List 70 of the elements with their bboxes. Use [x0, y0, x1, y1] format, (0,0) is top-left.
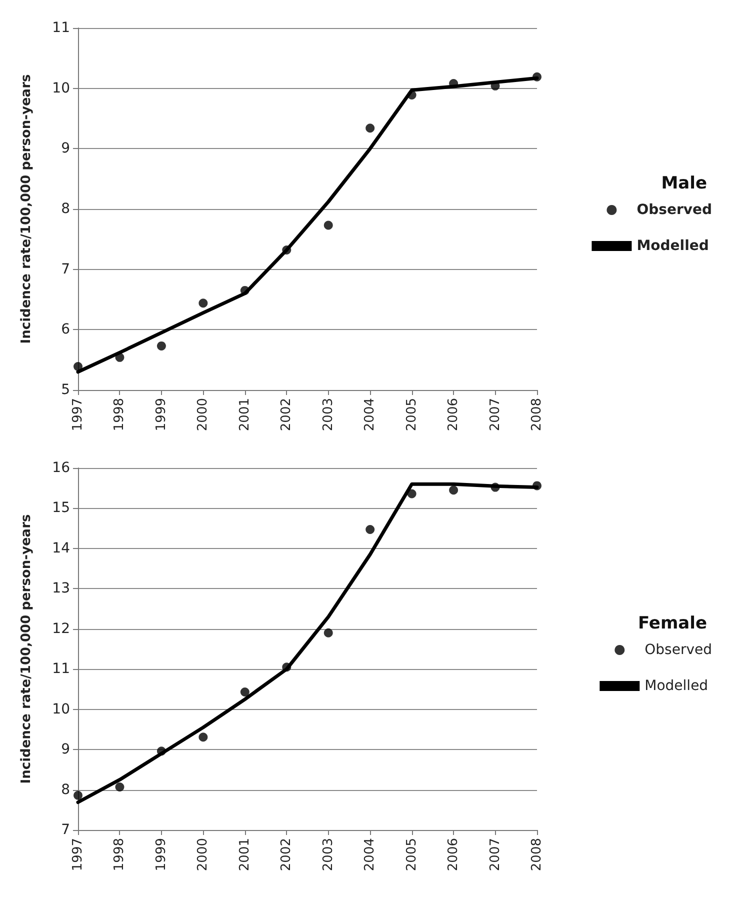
point	[74, 362, 82, 371]
x-tick-label: 2008	[530, 838, 544, 872]
x-tick-label: 2005	[404, 838, 420, 872]
x-tick-label: 1998	[112, 398, 128, 432]
y-tick-label: 9	[61, 742, 70, 758]
x-tick-label: 1999	[154, 398, 169, 432]
x-tick-label: 2003	[320, 838, 336, 872]
y-tick-label: 16	[52, 460, 70, 476]
x-tick-label: 2000	[196, 398, 211, 432]
x-tick-label: 2002	[279, 838, 294, 872]
y-tick-label: 8	[61, 201, 70, 217]
point	[156, 746, 166, 756]
x-tick-label: 2001	[237, 838, 252, 872]
x-tick-label: 2001	[237, 398, 252, 432]
x-tick-label: 2007	[488, 398, 503, 432]
legend-label: Observed	[644, 642, 712, 658]
y-tick-label: 8	[61, 782, 70, 798]
legend-label: Observed	[636, 202, 712, 218]
x-tick-label: 1997	[70, 398, 86, 432]
y-tick-label: 7	[61, 822, 70, 838]
legend-label: Modelled	[644, 678, 708, 694]
y-tick-label: 11	[52, 20, 70, 36]
point	[282, 246, 292, 255]
x-tick-label: 2003	[320, 398, 336, 432]
x-tick-label: 2007	[488, 838, 503, 872]
point	[198, 732, 208, 742]
point	[490, 482, 500, 492]
point	[407, 489, 416, 498]
point	[324, 220, 333, 230]
x-tick-label: 2005	[404, 398, 420, 432]
x-tick-label: 2006	[446, 398, 462, 432]
point	[115, 782, 124, 792]
point	[532, 481, 542, 490]
point	[240, 286, 250, 295]
y-axis-title: Incidence rate/100,000 person-years	[19, 74, 34, 344]
point	[115, 352, 124, 362]
y-tick-label: 5	[61, 382, 70, 398]
point	[198, 298, 208, 308]
y-tick-label: 15	[52, 500, 70, 516]
x-tick-label: 2008	[530, 398, 544, 432]
y-tick-label: 10	[52, 80, 70, 96]
y-axis-title: Incidence rate/100,000 person-years	[19, 514, 34, 784]
y-tick-label: 6	[61, 322, 70, 338]
point	[74, 790, 82, 800]
x-tick-label: 1998	[112, 838, 128, 872]
legend-title: Female	[638, 614, 708, 634]
point	[449, 486, 458, 495]
x-tick-label: 1999	[154, 838, 169, 872]
x-tick-label: 2006	[446, 838, 462, 872]
point	[240, 688, 250, 697]
point	[532, 72, 542, 82]
x-tick-label: 1997	[70, 838, 86, 872]
legend-title: Male	[661, 174, 708, 194]
point	[156, 341, 166, 350]
x-tick-label: 2004	[362, 838, 378, 872]
y-tick-label: 10	[52, 701, 70, 718]
y-tick-label: 14	[52, 540, 70, 556]
y-tick-label: 13	[52, 580, 70, 597]
legend-label: Modelled	[636, 238, 709, 254]
x-tick-label: 2004	[362, 398, 378, 432]
point	[366, 525, 375, 534]
y-tick-label: 12	[52, 620, 70, 637]
y-tick-label: 7	[61, 261, 70, 278]
y-tick-label: 11	[52, 661, 70, 678]
y-tick-label: 9	[61, 140, 70, 157]
x-tick-label: 2000	[196, 838, 211, 872]
x-tick-label: 2002	[279, 398, 294, 432]
point	[324, 628, 333, 638]
point	[366, 124, 375, 133]
point	[282, 662, 292, 672]
